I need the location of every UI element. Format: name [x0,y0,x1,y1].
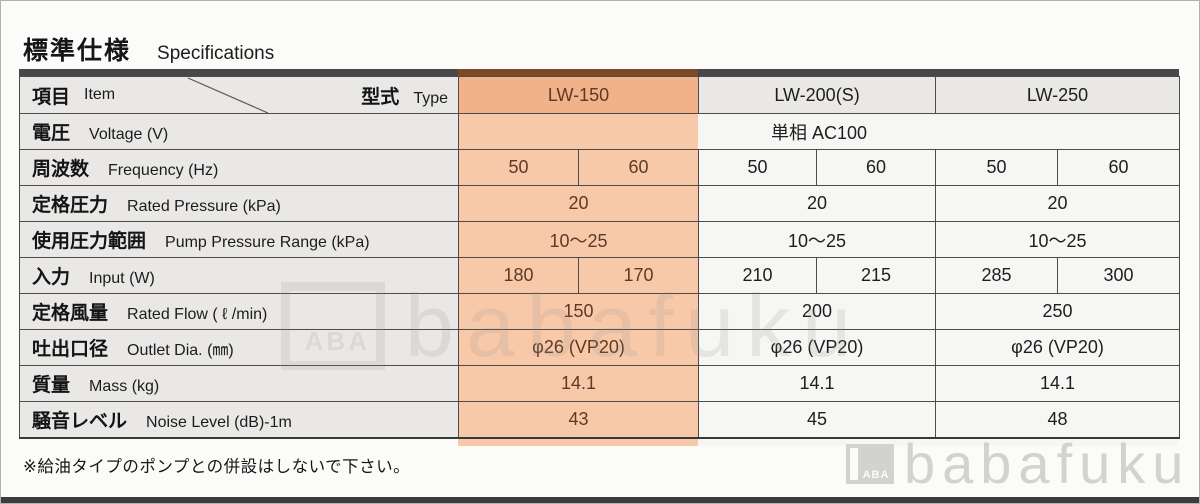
table-row-rated-flow: 定格風量 Rated Flow ( ℓ /min) 150 200 250 [19,293,1181,330]
input-lw150-50: 180 [458,257,579,294]
outlet-dia-lw200: φ26 (VP20) [697,329,937,366]
row-label-jp: 使用圧力範囲 [32,231,147,252]
mass-lw250: 14.1 [935,365,1181,402]
model-header-lw150: LW-150 [458,76,699,114]
frequency-lw150-60: 60 [578,149,699,186]
outlet-dia-lw250: φ26 (VP20) [935,329,1181,366]
footnote: ※給油タイプのポンプとの併設はしないで下さい。 [23,458,411,476]
top-bar-segment [698,69,1179,76]
rated-pressure-lw250: 20 [935,185,1181,222]
row-label-jp: 定格風量 [32,303,109,324]
row-label-jp: 周波数 [32,159,90,180]
page-title: 標準仕様 Specifications [23,31,274,67]
row-label-rated-pressure: 定格圧力 Rated Pressure (kPa) [19,185,459,222]
row-label-pressure-range: 使用圧力範囲 Pump Pressure Range (kPa) [19,221,459,258]
item-type-corner-cell: 項目 Item 型式 Type [19,76,459,114]
header-item-jp: 項目 [32,86,71,108]
table-header-row: 項目 Item 型式 Type LW-150 LW-200(S) LW-250 [19,76,1181,114]
input-lw250-50: 285 [935,257,1059,294]
mass-lw150: 14.1 [458,365,699,402]
top-bar-highlight-segment [458,69,698,76]
row-label-jp: 吐出口径 [32,339,109,360]
row-label-en: Rated Pressure (kPa) [127,198,281,215]
page-title-jp: 標準仕様 [23,37,132,65]
page-title-en: Specifications [157,43,275,64]
top-bar-segment [19,69,458,76]
spec-table: 項目 Item 型式 Type LW-150 LW-200(S) LW-250 [19,69,1181,448]
input-lw150-60: 170 [578,257,699,294]
table-row-pressure-range: 使用圧力範囲 Pump Pressure Range (kPa) 10〜25 1… [19,221,1181,258]
pressure-range-lw150: 10〜25 [458,221,699,258]
table-row-noise-level: 騒音レベル Noise Level (dB)-1m 43 45 48 [19,401,1181,438]
noise-level-lw150: 43 [458,401,699,438]
header-item-en: Item [84,86,116,103]
row-label-en: Frequency (Hz) [108,162,219,179]
row-label-noise-level: 騒音レベル Noise Level (dB)-1m [19,401,459,438]
rated-flow-lw250: 250 [935,293,1181,330]
voltage-value: 単相 AC100 [457,113,1181,150]
frequency-lw200-50: 50 [698,149,817,186]
row-label-en: Input (W) [89,270,155,287]
frequency-lw150-50: 50 [458,149,579,186]
frequency-lw200-60: 60 [815,149,937,186]
watermark-logo-text: ABA [862,468,890,481]
row-label-jp: 騒音レベル [32,410,128,432]
logo-aba-block: ABA [858,443,894,484]
row-label-jp: 電圧 [32,123,71,144]
row-label-outlet-dia: 吐出口径 Outlet Dia. (㎜) [19,329,459,366]
table-row-voltage: 電圧 Voltage (V) 単相 AC100 [19,113,1181,150]
rated-pressure-lw150: 20 [458,185,699,222]
noise-level-lw250: 48 [935,401,1181,438]
rated-flow-lw150: 150 [458,293,699,330]
row-label-rated-flow: 定格風量 Rated Flow ( ℓ /min) [19,293,459,330]
scan-edge-bar [1,497,1199,503]
table-row-input: 入力 Input (W) 180 170 210 215 285 300 [19,257,1181,294]
corner-diagonal-line [187,77,269,113]
input-lw250-60: 300 [1057,257,1181,294]
input-lw200-50: 210 [698,257,817,294]
table-row-rated-pressure: 定格圧力 Rated Pressure (kPa) 20 20 20 [19,185,1181,222]
row-label-voltage: 電圧 Voltage (V) [19,113,459,150]
input-lw200-60: 215 [815,257,937,294]
row-label-en: Voltage (V) [89,126,169,143]
noise-level-lw200: 45 [697,401,937,438]
row-label-jp: 定格圧力 [32,195,109,216]
table-row-frequency: 周波数 Frequency (Hz) 50 60 50 60 50 60 [19,149,1181,186]
model-header-lw250: LW-250 [935,76,1181,114]
row-label-mass: 質量 Mass (kg) [19,365,459,402]
babafuku-logo-icon: ABA [846,443,894,484]
row-label-jp: 入力 [32,267,71,288]
row-label-en: Rated Flow ( ℓ /min) [127,306,268,323]
frequency-lw250-50: 50 [935,149,1059,186]
row-label-en: Noise Level (dB)-1m [146,413,292,431]
row-label-jp: 質量 [32,375,71,396]
header-type-jp: 型式 [361,86,400,108]
rated-flow-lw200: 200 [697,293,937,330]
row-label-en: Outlet Dia. (㎜) [127,342,234,359]
row-label-en: Mass (kg) [89,378,160,395]
mass-lw200: 14.1 [697,365,937,402]
frequency-lw250-60: 60 [1057,149,1181,186]
table-row-outlet-dia: 吐出口径 Outlet Dia. (㎜) φ26 (VP20) φ26 (VP2… [19,329,1181,366]
outlet-dia-lw150: φ26 (VP20) [458,329,699,366]
row-label-en: Pump Pressure Range (kPa) [165,234,370,251]
rated-pressure-lw200: 20 [697,185,937,222]
row-label-frequency: 周波数 Frequency (Hz) [19,149,459,186]
table-row-mass: 質量 Mass (kg) 14.1 14.1 14.1 [19,365,1181,402]
table-top-bar [19,69,1179,76]
specifications-table: 項目 Item 型式 Type LW-150 LW-200(S) LW-250 [19,76,1181,439]
header-type-en: Type [413,89,448,107]
logo-bracket-shape [846,443,858,484]
model-header-lw200s: LW-200(S) [697,76,937,114]
pressure-range-lw250: 10〜25 [935,221,1181,258]
row-label-input: 入力 Input (W) [19,257,459,294]
pressure-range-lw200: 10〜25 [697,221,937,258]
